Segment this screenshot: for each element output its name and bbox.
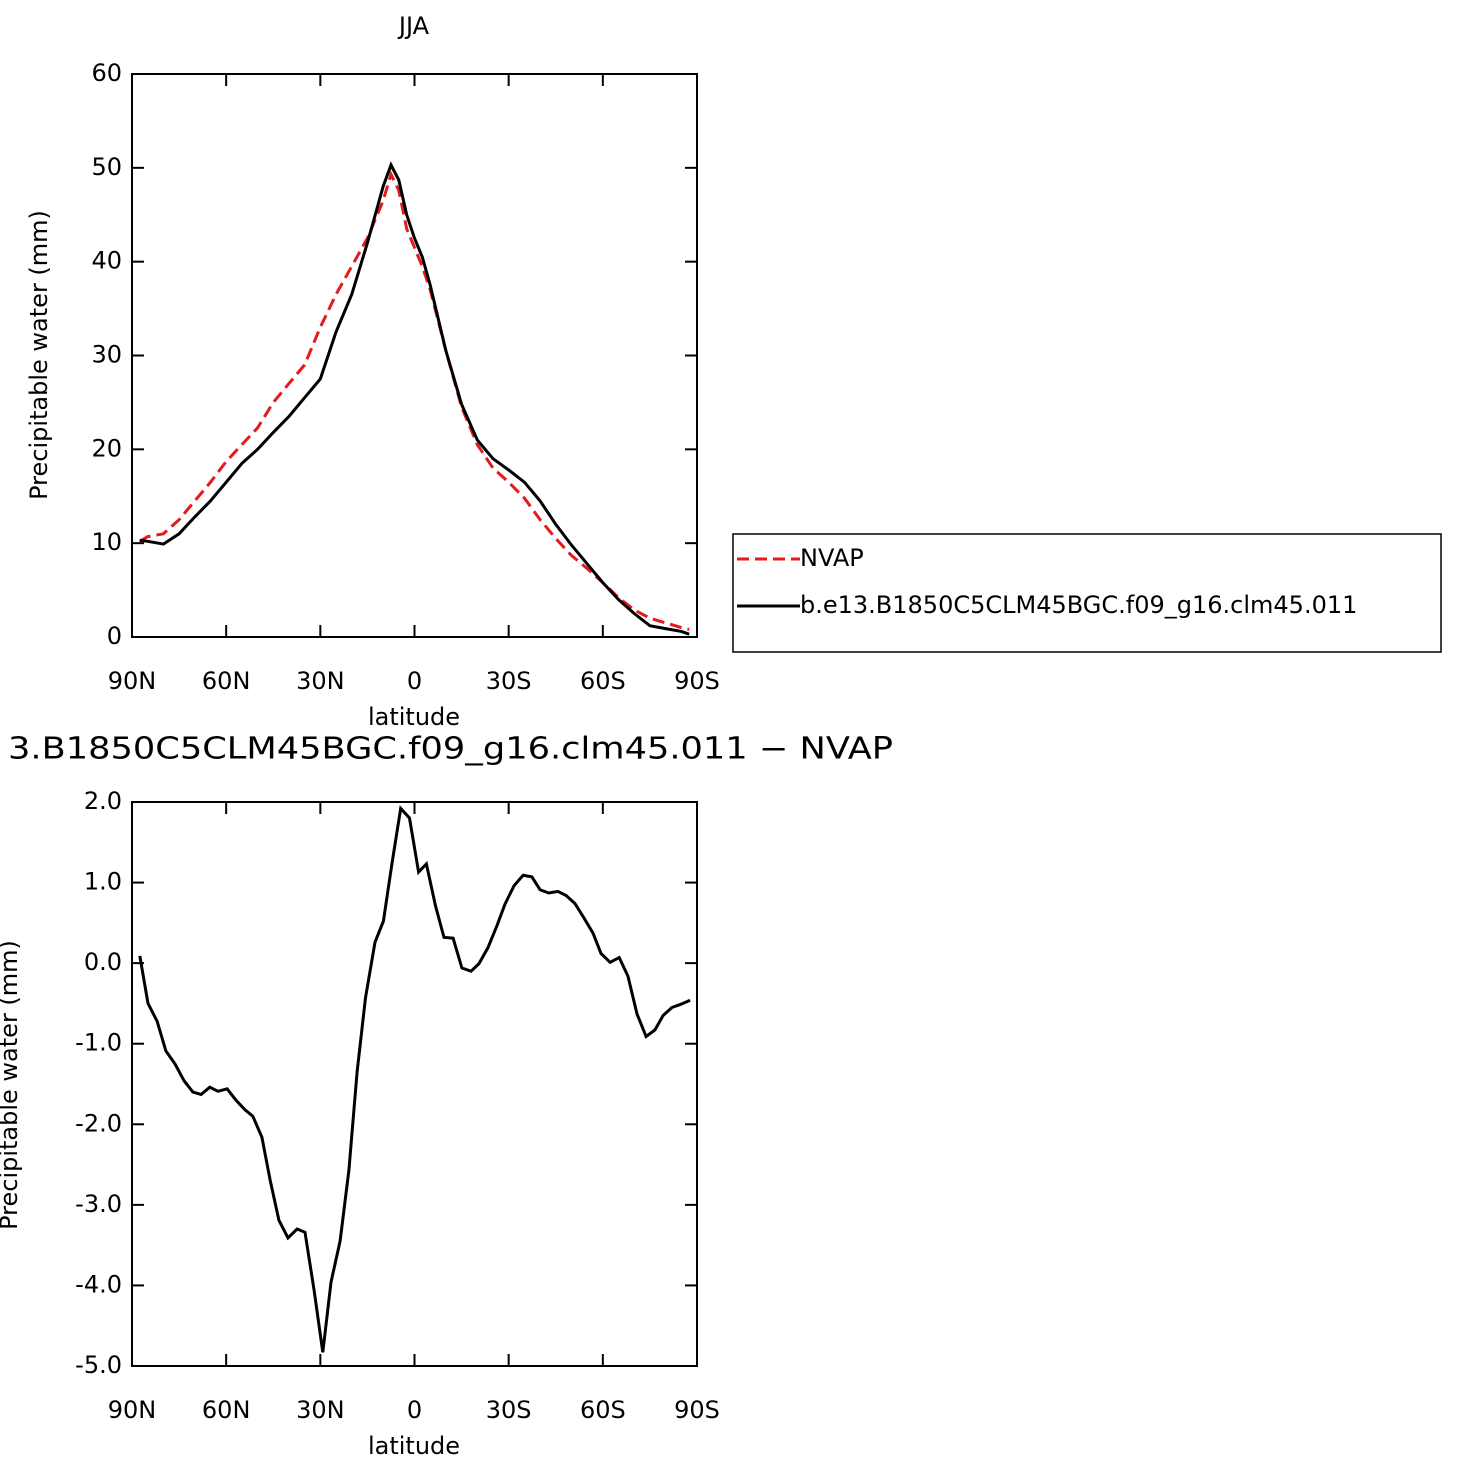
x-tick-label: 90N [108, 667, 157, 695]
y-tick-label: 20 [91, 434, 122, 462]
x-tick-label: 60S [580, 1396, 626, 1424]
y-tick-label: 10 [91, 528, 122, 556]
y-tick-label: 1.0 [84, 868, 122, 896]
y-tick-label: -2.0 [75, 1109, 122, 1137]
y-tick-label: -3.0 [75, 1190, 122, 1218]
legend-box [732, 533, 1442, 653]
data-line [139, 161, 690, 636]
legend-label: NVAP [800, 544, 864, 572]
x-axis-label: latitude [368, 1432, 460, 1460]
y-tick-label: -4.0 [75, 1270, 122, 1298]
y-tick-label: 40 [91, 247, 122, 275]
x-tick-label: 60N [202, 667, 251, 695]
y-axis-label: Precipitable water (mm) [25, 210, 53, 500]
x-tick-label: 30N [296, 1396, 345, 1424]
chart-title: JJA [397, 12, 430, 40]
y-tick-label: 0.0 [84, 948, 122, 976]
x-tick-label: 0 [407, 667, 422, 695]
y-tick-label: 0 [107, 622, 122, 650]
x-tick-label: 90S [674, 1396, 720, 1424]
y-tick-label: 60 [91, 59, 122, 87]
x-tick-label: 60S [580, 667, 626, 695]
x-tick-label: 30N [296, 667, 345, 695]
y-tick-label: -5.0 [75, 1351, 122, 1379]
plot-frame [131, 73, 698, 638]
chart-title: 3.B1850C5CLM45BGC.f09_g16.clm45.011 − NV… [8, 732, 893, 767]
x-tick-label: 30S [486, 1396, 532, 1424]
y-tick-label: 2.0 [84, 787, 122, 815]
x-axis-label: latitude [368, 703, 460, 731]
plot-frame [131, 801, 698, 1367]
y-axis-label: Precipitable water (mm) [0, 940, 23, 1230]
x-tick-label: 90N [108, 1396, 157, 1424]
x-tick-label: 60N [202, 1396, 251, 1424]
y-tick-label: -1.0 [75, 1029, 122, 1057]
x-tick-label: 90S [674, 667, 720, 695]
data-line [138, 805, 691, 1353]
data-line [139, 170, 690, 631]
x-tick-label: 30S [486, 667, 532, 695]
legend-label: b.e13.B1850C5CLM45BGC.f09_g16.clm45.011 [800, 591, 1357, 619]
y-tick-label: 50 [91, 153, 122, 181]
x-tick-label: 0 [407, 1396, 422, 1424]
y-tick-label: 30 [91, 341, 122, 369]
